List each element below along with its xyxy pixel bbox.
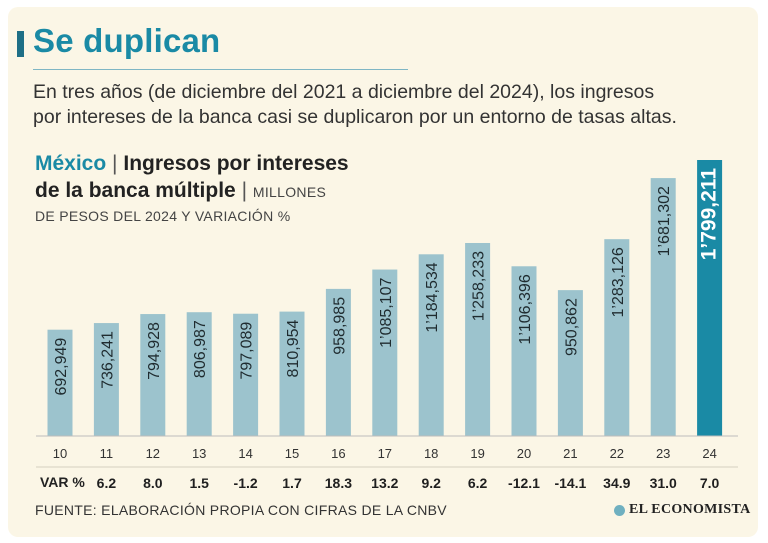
bar-12 bbox=[140, 314, 166, 436]
value-label-16: 958,985 bbox=[331, 297, 348, 355]
source-note: FUENTE: ELABORACIÓN PROPIA CON CIFRAS DE… bbox=[35, 502, 447, 518]
value-label-17: 1’085,107 bbox=[378, 277, 395, 347]
bar-23 bbox=[650, 178, 676, 436]
brand-logo: EL ECONOMISTA bbox=[614, 502, 751, 518]
variation-value-18: 9.2 bbox=[421, 475, 441, 491]
value-label-20: 1’106,396 bbox=[517, 274, 534, 344]
variation-value-20: -12.1 bbox=[508, 475, 540, 491]
category-label-14: 14 bbox=[238, 446, 252, 461]
variation-value-14: -1.2 bbox=[234, 475, 258, 491]
variation-value-21: -14.1 bbox=[554, 475, 586, 491]
value-label-18: 1’184,534 bbox=[424, 262, 441, 332]
brand-name: EL ECONOMISTA bbox=[629, 502, 751, 517]
bar-13 bbox=[186, 312, 212, 436]
value-label-22: 1’283,126 bbox=[610, 247, 627, 317]
category-label-12: 12 bbox=[146, 446, 160, 461]
category-label-21: 21 bbox=[563, 446, 577, 461]
category-label-13: 13 bbox=[192, 446, 206, 461]
intro-text: En tres años (de diciembre del 2021 a di… bbox=[33, 80, 753, 130]
value-label-24: 1’799,211 bbox=[698, 168, 721, 261]
category-label-23: 23 bbox=[656, 446, 670, 461]
chart-country: México bbox=[35, 152, 107, 175]
bar-22 bbox=[604, 239, 630, 436]
value-label-14: 797,089 bbox=[239, 322, 256, 380]
variation-value-16: 18.3 bbox=[325, 475, 352, 491]
variation-value-11: 6.2 bbox=[97, 475, 117, 491]
chart-units-line-2: DE PESOS DEL 2024 Y VARIACIÓN % bbox=[35, 208, 291, 224]
value-label-21: 950,862 bbox=[563, 298, 580, 356]
intro-line-1: En tres años (de diciembre del 2021 a di… bbox=[33, 81, 655, 103]
intro-line-2: por intereses de la banca casi se duplic… bbox=[33, 106, 677, 128]
bar-15 bbox=[279, 311, 305, 436]
variation-value-22: 34.9 bbox=[603, 475, 630, 491]
value-label-19: 1’258,233 bbox=[471, 251, 488, 321]
bar-24 bbox=[697, 160, 723, 436]
units-separator: | bbox=[241, 179, 248, 202]
bar-14 bbox=[233, 313, 259, 436]
category-label-22: 22 bbox=[610, 446, 624, 461]
bar-16 bbox=[325, 288, 351, 436]
category-label-20: 20 bbox=[517, 446, 531, 461]
bar-11 bbox=[93, 323, 119, 436]
value-label-12: 794,928 bbox=[146, 322, 163, 380]
category-label-10: 10 bbox=[53, 446, 67, 461]
value-label-10: 692,949 bbox=[53, 338, 70, 396]
variation-value-13: 1.5 bbox=[189, 475, 209, 491]
bar-10 bbox=[47, 329, 73, 436]
variation-value-12: 8.0 bbox=[143, 475, 163, 491]
category-label-24: 24 bbox=[702, 446, 716, 461]
bar-18 bbox=[418, 254, 444, 436]
chart-title-line-1: Ingresos por intereses bbox=[123, 152, 349, 175]
category-label-19: 19 bbox=[470, 446, 484, 461]
chart-title: México | Ingresos por intereses de la ba… bbox=[35, 150, 635, 206]
category-label-15: 15 bbox=[285, 446, 299, 461]
value-label-13: 806,987 bbox=[192, 320, 209, 378]
headline-rule bbox=[33, 69, 408, 70]
bar-19 bbox=[465, 242, 491, 436]
variation-value-19: 6.2 bbox=[468, 475, 488, 491]
headline-accent-bar bbox=[17, 31, 24, 57]
bar-20 bbox=[511, 266, 537, 436]
headline: Se duplican bbox=[33, 22, 221, 59]
chart-title-line-2: de la banca múltiple bbox=[35, 179, 236, 202]
variation-row-title: VAR % bbox=[40, 474, 85, 490]
value-label-11: 736,241 bbox=[99, 331, 116, 389]
variation-value-23: 31.0 bbox=[650, 475, 677, 491]
title-separator: | bbox=[112, 152, 118, 175]
chart-units-line-1: MILLONES bbox=[252, 184, 327, 200]
category-label-18: 18 bbox=[424, 446, 438, 461]
variation-value-24: 7.0 bbox=[700, 475, 720, 491]
value-label-15: 810,954 bbox=[285, 320, 302, 378]
brand-icon bbox=[614, 504, 625, 516]
category-label-17: 17 bbox=[378, 446, 392, 461]
category-label-11: 11 bbox=[100, 446, 114, 461]
variation-value-17: 13.2 bbox=[371, 475, 398, 491]
bar-21 bbox=[557, 290, 583, 436]
value-label-23: 1’681,302 bbox=[656, 186, 673, 256]
variation-value-15: 1.7 bbox=[282, 475, 302, 491]
category-label-16: 16 bbox=[331, 446, 345, 461]
bar-17 bbox=[372, 269, 398, 436]
